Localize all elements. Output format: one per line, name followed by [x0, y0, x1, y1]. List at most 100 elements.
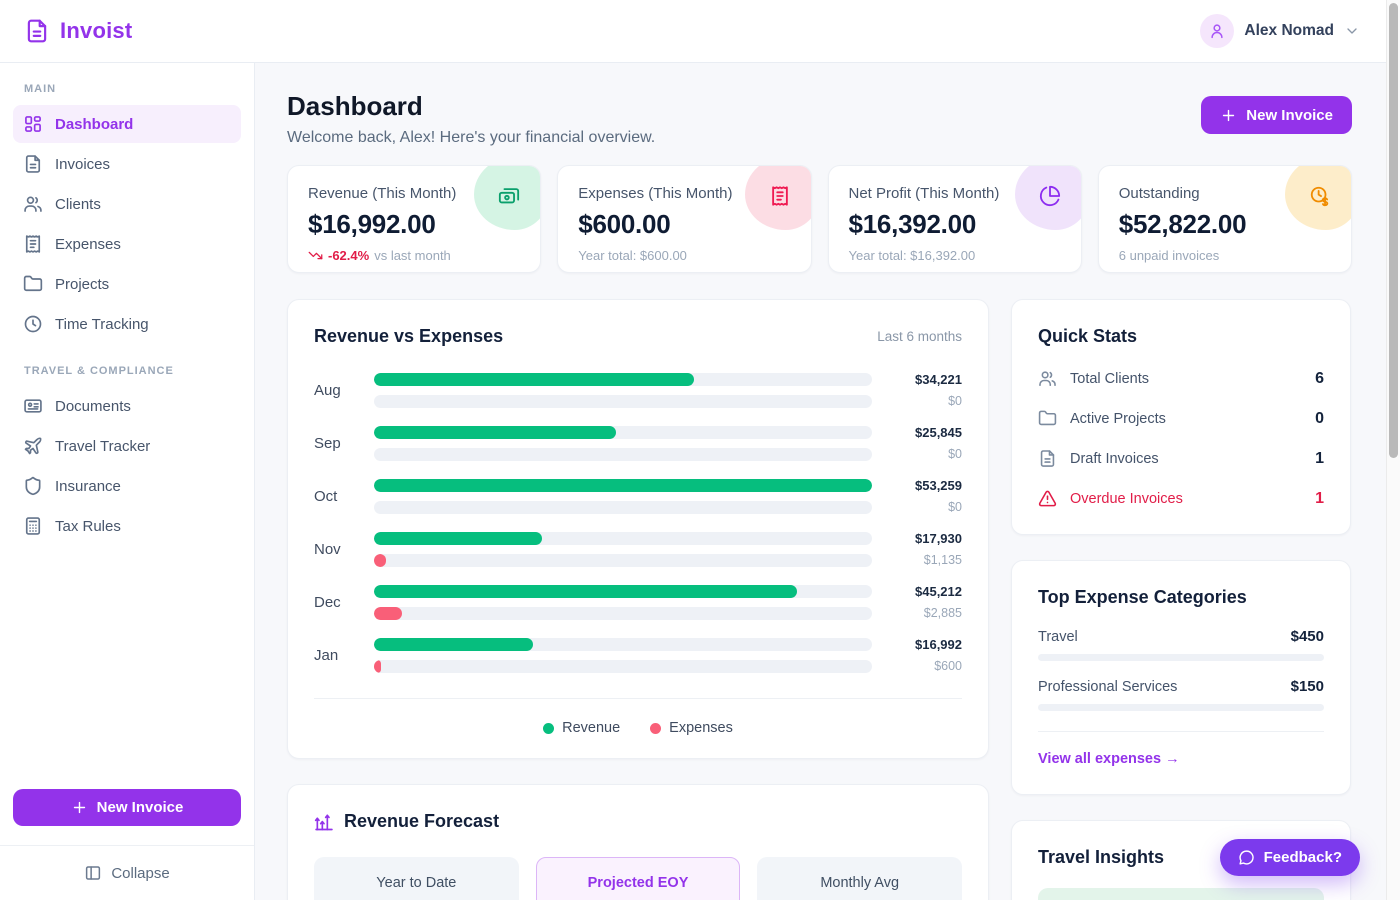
revenue-value: $45,212: [915, 584, 962, 599]
chart-values: $45,212 $2,885: [888, 585, 962, 620]
new-invoice-button[interactable]: New Invoice: [13, 789, 241, 826]
sidebar-item[interactable]: Invoices: [13, 145, 241, 183]
scrollbar-thumb[interactable]: [1389, 3, 1398, 458]
sidebar-travel-list: Documents Travel Tracker Insurance: [13, 387, 241, 545]
stat-card-sub: Year total: $16,392.00: [849, 248, 1061, 263]
quick-stat-value: 0: [1315, 409, 1324, 427]
invoices-icon: [23, 154, 43, 174]
sidebar-item[interactable]: Documents: [13, 387, 241, 425]
quick-stat-row: Draft Invoices 1: [1038, 449, 1324, 468]
clock-dollar-icon: [1309, 185, 1331, 207]
revenue-bar-track: [374, 373, 872, 386]
plus-icon: [1220, 107, 1237, 124]
scrollbar-track[interactable]: [1386, 0, 1400, 900]
collapse-button[interactable]: Collapse: [13, 864, 241, 882]
chevron-down-icon: [1344, 23, 1360, 39]
new-invoice-button[interactable]: New Invoice: [1201, 96, 1352, 134]
sidebar-item[interactable]: Travel Tracker: [13, 427, 241, 465]
collapse-icon: [84, 864, 102, 882]
legend-dot: [650, 722, 662, 734]
quick-stat-value: 1: [1315, 489, 1324, 507]
stat-card: Net Profit (This Month) $16,392.00 Year …: [827, 165, 1082, 273]
legend-dot: [543, 722, 555, 734]
sidebar-item[interactable]: Time Tracking: [13, 305, 241, 343]
chart-bars: [374, 479, 872, 514]
revenue-bar: [374, 373, 695, 386]
stat-card-label: Revenue (This Month): [308, 185, 457, 202]
feedback-label: Feedback?: [1263, 849, 1342, 866]
sidebar-item-label: Projects: [55, 275, 110, 293]
stat-card-blob: [1014, 166, 1081, 230]
forecast-header: Revenue Forecast: [314, 811, 962, 832]
revenue-bar: [374, 479, 872, 492]
person-icon: [1208, 22, 1226, 40]
legend-label: Revenue: [562, 720, 621, 736]
chart-month-label: Nov: [314, 541, 341, 558]
chart-values: $53,259 $0: [888, 479, 962, 514]
chart-month-label: Dec: [314, 594, 341, 611]
chart-range-label: Last 6 months: [877, 329, 962, 344]
chart-month-label: Oct: [314, 488, 338, 505]
expense-value: $0: [948, 447, 962, 461]
body-row: MAIN Dashboard Invoices: [0, 63, 1400, 900]
stat-card-sub: Year total: $600.00: [578, 248, 790, 263]
revenue-bar-track: [374, 426, 872, 439]
chart-values: $34,221 $0: [888, 373, 962, 408]
expense-bar-track: [374, 660, 872, 673]
brand-name: Invoist: [60, 18, 133, 43]
expense-value: $2,885: [923, 606, 962, 620]
stat-card-subtext: Year total: $600.00: [578, 248, 687, 263]
stat-card-value: $16,392.00: [848, 209, 977, 239]
sidebar-item[interactable]: Dashboard: [13, 105, 241, 143]
page-subtitle: Welcome back, Alex! Here's your financia…: [287, 129, 656, 146]
forecast-tab[interactable]: Year to Date: [314, 857, 519, 900]
expense-value: $1,135: [923, 553, 962, 567]
quick-stat-row: Total Clients 6: [1038, 369, 1324, 388]
view-all-expenses-link[interactable]: View all expenses →: [1038, 751, 1180, 767]
revenue-value: $16,992: [915, 637, 962, 652]
forecast-title: Revenue Forecast: [344, 811, 500, 831]
revenue-value: $53,259: [915, 478, 962, 493]
expense-bar-track: [374, 501, 872, 514]
quick-stats-rows: Total Clients 6 Active Projects 0: [1038, 369, 1324, 508]
expense-category-row: Travel $450: [1038, 628, 1324, 661]
sidebar-item[interactable]: Expenses: [13, 225, 241, 263]
revenue-bar-track: [374, 479, 872, 492]
travel-tracker-icon: [23, 436, 43, 456]
sidebar-section-main: MAIN: [24, 83, 57, 95]
sidebar-main-list: Dashboard Invoices Clients: [13, 105, 241, 343]
expense-bar-track: [374, 607, 872, 620]
forecast-tab[interactable]: Projected EOY: [535, 857, 741, 900]
sidebar-item[interactable]: Projects: [13, 265, 241, 303]
current-location-box: Currently in Indonesia: [1038, 888, 1324, 900]
expense-category-amount: $150: [1290, 678, 1324, 695]
tax-rules-icon: [23, 516, 43, 536]
sidebar: MAIN Dashboard Invoices: [0, 63, 255, 900]
chart-values: $17,930 $1,135: [888, 532, 962, 567]
app-logo[interactable]: Invoist: [24, 18, 132, 44]
quick-stat-row: Overdue Invoices 1: [1038, 489, 1324, 508]
topbar: Invoist Alex Nomad: [0, 0, 1400, 63]
sidebar-item[interactable]: Clients: [13, 185, 241, 223]
expense-bar-track: [374, 554, 872, 567]
sidebar-item[interactable]: Tax Rules: [13, 507, 241, 545]
quick-stat-label: Overdue Invoices: [1070, 490, 1183, 507]
sidebar-item[interactable]: Insurance: [13, 467, 241, 505]
forecast-tab[interactable]: Monthly Avg: [757, 857, 963, 900]
feedback-button[interactable]: Feedback?: [1219, 839, 1360, 876]
chart-bars: [374, 426, 872, 461]
stat-card-blob: [474, 166, 541, 230]
page-title: Dashboard: [287, 91, 423, 121]
chart-bars: [374, 585, 872, 620]
sidebar-item-label: Expenses: [55, 235, 121, 253]
expense-category-label: Travel: [1038, 628, 1078, 645]
sidebar-item-label: Tax Rules: [55, 517, 121, 535]
avatar: [1200, 14, 1235, 48]
user-menu[interactable]: Alex Nomad: [1200, 14, 1360, 48]
chart-month-label: Sep: [314, 435, 341, 452]
stat-cards: Revenue (This Month) $16,992.00 -62.4% v…: [287, 165, 1352, 273]
chart-row: Aug: [314, 373, 962, 408]
quick-stats-card: Quick Stats Total Clients 6: [1011, 299, 1351, 535]
chart-bars: [374, 532, 872, 567]
